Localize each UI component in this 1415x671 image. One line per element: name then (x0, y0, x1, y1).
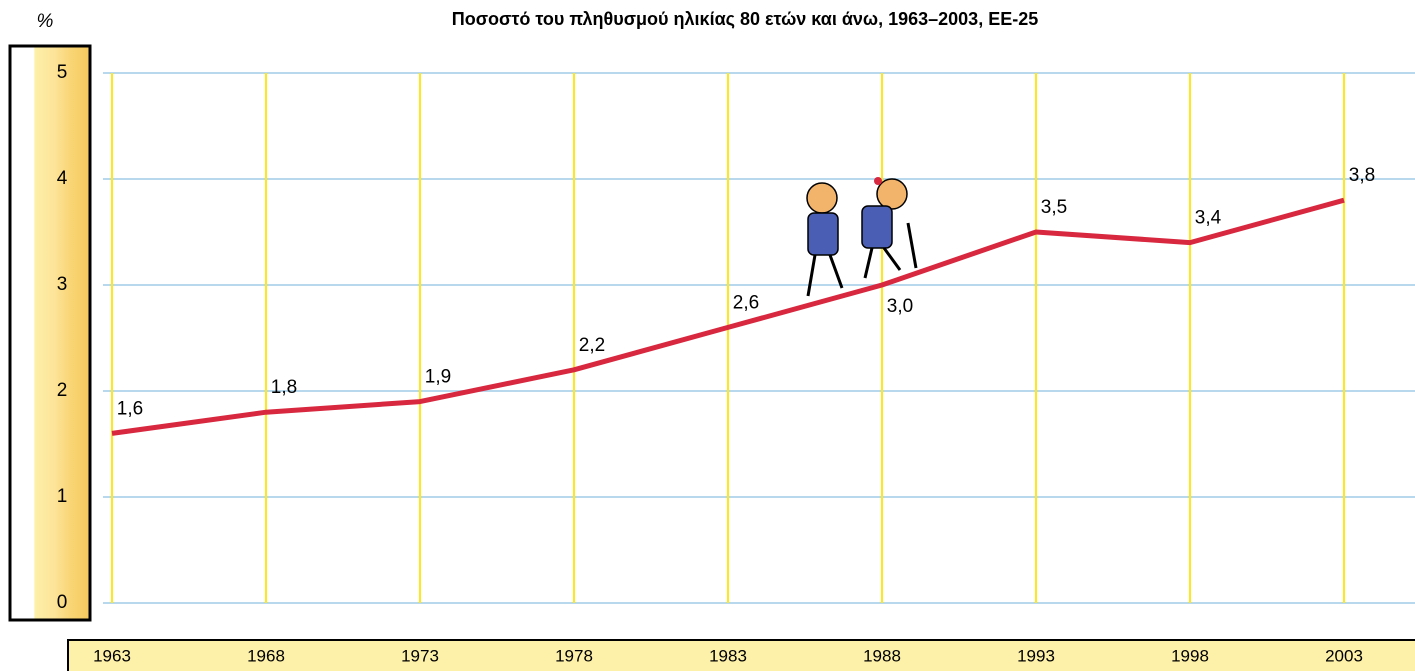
y-tick-label: 2 (57, 380, 68, 401)
value-label: 1,6 (117, 398, 143, 419)
x-tick-label: 1998 (1171, 646, 1209, 665)
value-label: 3,4 (1195, 208, 1222, 229)
x-tick-label: 1983 (709, 646, 747, 665)
chart-title: Ποσοστό του πληθυσμού ηλικίας 80 ετών κα… (452, 9, 1038, 29)
y-axis-label: % (37, 11, 54, 32)
value-label: 2,2 (579, 335, 605, 356)
chart: % Ποσοστό του πληθυσμού ηλικίας 80 ετών … (0, 0, 1415, 671)
x-tick-label: 1978 (555, 646, 593, 665)
x-tick-label: 1988 (863, 646, 901, 665)
grid (103, 73, 1415, 603)
x-tick-label: 1968 (247, 646, 285, 665)
value-label: 3,8 (1349, 165, 1375, 186)
y-axis-panel (10, 46, 90, 620)
y-tick-label: 3 (57, 274, 68, 295)
page: % Ποσοστό του πληθυσμού ηλικίας 80 ετών … (0, 0, 1415, 671)
y-tick-label: 1 (57, 486, 68, 507)
x-tick-label: 1993 (1017, 646, 1055, 665)
y-tick-label: 4 (57, 168, 68, 189)
value-label: 3,0 (887, 296, 913, 317)
y-tick-label: 5 (57, 62, 68, 83)
value-label: 1,8 (271, 377, 297, 398)
x-tick-label: 1963 (93, 646, 131, 665)
value-label: 2,6 (733, 292, 759, 313)
y-tick-label: 0 (57, 592, 68, 613)
x-tick-label: 1973 (401, 646, 439, 665)
x-tick-label: 2003 (1325, 646, 1363, 665)
value-label: 3,5 (1041, 197, 1067, 218)
value-label: 1,9 (425, 367, 451, 388)
